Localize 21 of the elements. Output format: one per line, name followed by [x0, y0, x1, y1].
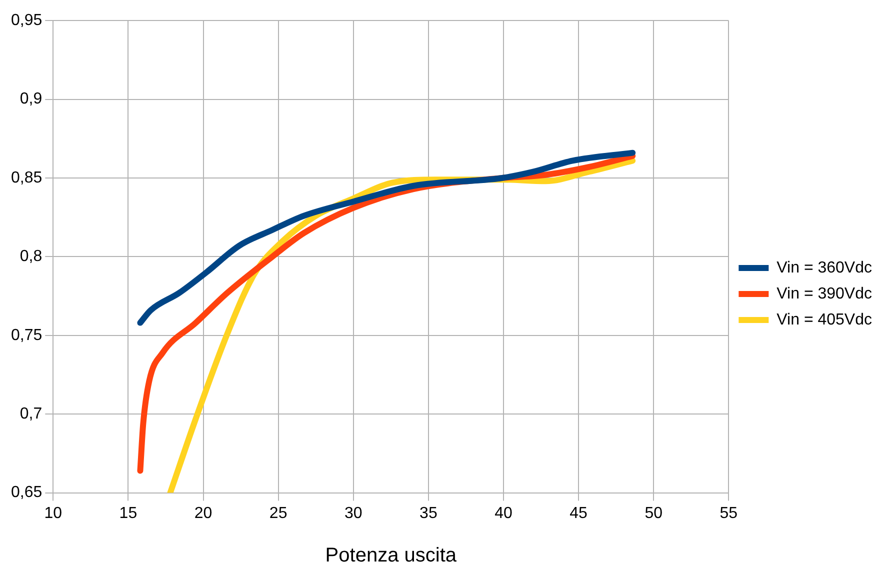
- x-tick-label: 45: [570, 504, 588, 522]
- y-tick-label: 0,8: [20, 248, 42, 266]
- y-tick-label: 0,95: [11, 12, 42, 30]
- x-tick-label: 40: [494, 504, 512, 522]
- x-tick-label: 20: [194, 504, 212, 522]
- x-tick-label: 50: [644, 504, 663, 522]
- y-tick-label: 0,75: [11, 326, 42, 344]
- legend-label: Vin = 390Vdc: [776, 285, 872, 302]
- x-tick-label: 25: [269, 504, 288, 522]
- y-tick-label: 0,7: [20, 406, 42, 423]
- legend-label: Vin = 405Vdc: [776, 311, 872, 328]
- y-tick-label: 0,9: [20, 90, 42, 108]
- x-tick-label: 10: [44, 504, 62, 522]
- y-tick-label: 0,85: [11, 169, 42, 186]
- legend-label: Vin = 360Vdc: [776, 259, 872, 276]
- x-tick-label: 30: [344, 504, 362, 522]
- x-tick-label: 35: [420, 504, 438, 522]
- x-axis-title: Potenza uscita: [325, 544, 458, 567]
- x-tick-label: 15: [119, 504, 138, 522]
- y-tick-label: 0,65: [11, 484, 42, 502]
- x-tick-label: 55: [720, 504, 738, 522]
